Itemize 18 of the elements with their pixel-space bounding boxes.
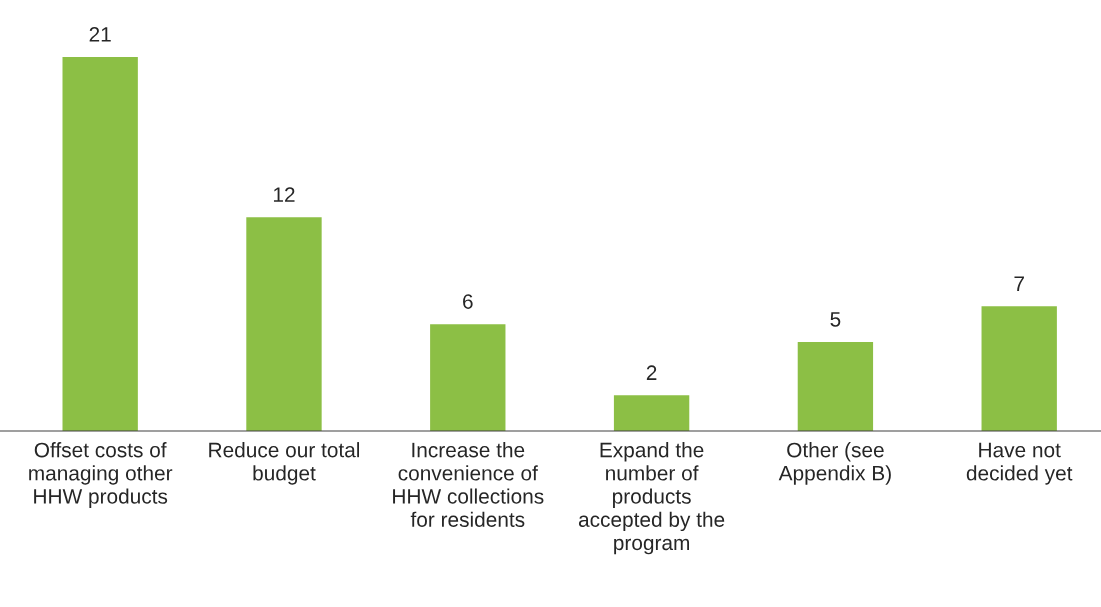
x-tick-label: Increase the convenience of HHW collections for residents [393, 442, 544, 527]
bar [430, 324, 506, 431]
data-label: 6 [463, 294, 473, 309]
bar [613, 395, 690, 431]
x-tick-label: Other (see Appendix B) [778, 442, 891, 485]
bar [981, 306, 1057, 431]
bar [797, 341, 874, 431]
data-label: 5 [830, 312, 841, 327]
data-label: 12 [273, 187, 295, 202]
bar [246, 217, 322, 431]
x-tick-label: Expand the number of products accepted by the program [578, 442, 725, 555]
x-tick-label: Have not decided yet [966, 442, 1073, 485]
data-label: 2 [646, 365, 657, 380]
x-tick-label: Offset costs of managing other HHW products [29, 442, 173, 508]
data-label: 7 [1014, 276, 1024, 291]
data-label: 21 [89, 27, 111, 42]
x-tick-label: Reduce our total budget [209, 442, 360, 485]
bar [62, 57, 138, 431]
